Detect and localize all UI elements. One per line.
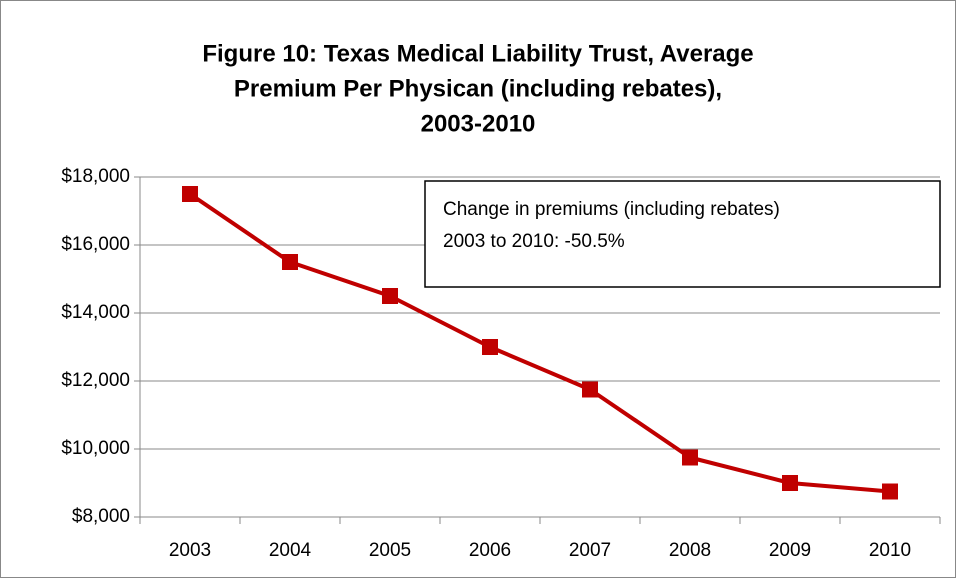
chart-title: Premium Per Physican (including rebates)… [234, 75, 722, 102]
y-tick-label: $18,000 [61, 166, 130, 187]
y-tick-label: $12,000 [61, 370, 130, 391]
y-tick-label: $10,000 [61, 438, 130, 459]
line [188, 192, 891, 494]
x-tick-label: 2004 [269, 540, 312, 561]
marker [482, 339, 498, 355]
marker [882, 483, 898, 500]
annotation-box [424, 180, 941, 288]
x-tick-label: 2003 [169, 540, 211, 561]
x-tick-label: 2008 [669, 540, 711, 561]
y-tick-label: $8,000 [72, 506, 130, 527]
x-tick-label: 2005 [369, 540, 411, 561]
y-tick-label: $16,000 [61, 234, 130, 255]
x-tick-label: 2009 [769, 540, 811, 561]
marker [182, 186, 198, 202]
x-tick-label: 2006 [469, 540, 511, 561]
marker [682, 449, 698, 466]
annotation: Change in premiums (including rebates) [443, 199, 780, 220]
x-tick-label: 2010 [869, 540, 911, 561]
chart-title: 2003-2010 [421, 110, 536, 137]
chart-title: Figure 10: Texas Medical Liability Trust… [202, 40, 753, 67]
x-tick-label: 2007 [569, 540, 611, 561]
marker [382, 288, 398, 304]
marker [282, 254, 298, 270]
marker [782, 475, 798, 491]
y-tick-label: $14,000 [61, 302, 130, 323]
annotation: 2003 to 2010: -50.5% [443, 231, 625, 252]
marker [582, 381, 598, 398]
